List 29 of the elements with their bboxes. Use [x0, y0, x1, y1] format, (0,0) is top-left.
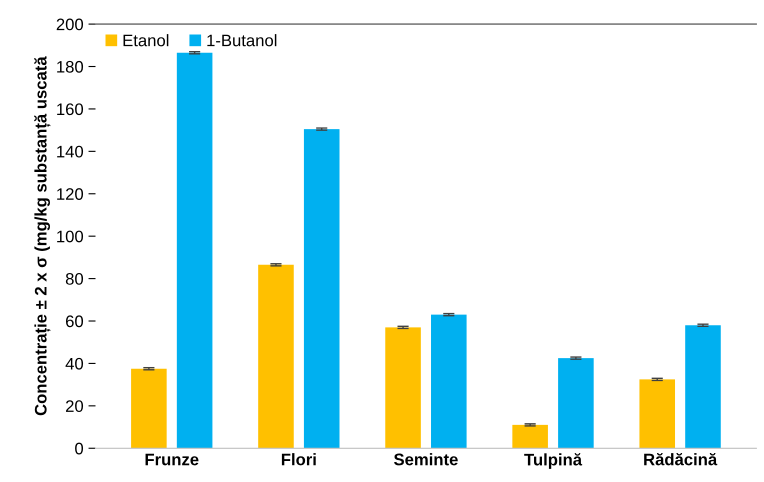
- x-tick-label: Seminte: [394, 453, 458, 466]
- bar: [558, 358, 594, 448]
- bar: [176, 52, 212, 448]
- y-tick-label: 80: [66, 272, 84, 285]
- y-tick-label: 0: [75, 442, 84, 454]
- bar: [258, 264, 294, 448]
- x-tick-label: Frunze: [146, 454, 198, 466]
- y-axis-title: Concentrație ± 2 x σ (mg/kg substanță uscată: [34, 56, 50, 416]
- bar: [685, 325, 721, 448]
- x-tick-label: Tulpină: [524, 453, 582, 469]
- bar: [431, 314, 467, 448]
- y-tick-label: 20: [66, 400, 84, 412]
- y-tick-label: 100: [57, 230, 84, 242]
- y-tick-label: 160: [57, 103, 84, 116]
- legend-label: Etanol: [124, 34, 168, 46]
- y-tick-label: 40: [66, 358, 84, 370]
- bar: [639, 379, 676, 448]
- y-tick-label: 120: [57, 188, 84, 200]
- y-tick-label: 60: [66, 315, 84, 328]
- x-tick-label: Flori: [282, 453, 316, 466]
- legend-label: 1-Butanol: [207, 34, 276, 46]
- y-tick-label: 180: [57, 60, 84, 73]
- y-tick-label: 200: [56, 18, 84, 30]
- x-tick-label: Rădăcină: [644, 452, 718, 466]
- bar: [131, 368, 167, 448]
- bar: [512, 424, 548, 448]
- bar: [385, 327, 421, 448]
- y-tick-label: 140: [57, 146, 84, 158]
- bar: [304, 129, 340, 448]
